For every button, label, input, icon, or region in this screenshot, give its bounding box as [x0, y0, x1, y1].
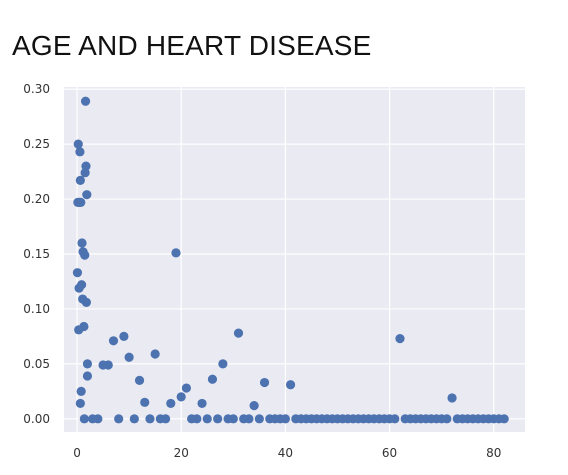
data-point	[75, 398, 85, 409]
x-tick-label: 0	[73, 446, 81, 460]
data-point	[76, 386, 86, 396]
data-point	[171, 248, 181, 258]
data-point	[103, 360, 113, 370]
data-point	[176, 392, 186, 402]
data-point	[129, 414, 139, 424]
data-point	[280, 414, 290, 424]
data-point	[93, 414, 103, 424]
data-point	[76, 197, 86, 207]
data-point	[160, 414, 171, 424]
data-point	[108, 336, 119, 346]
data-point	[80, 96, 91, 106]
data-point	[390, 414, 400, 424]
data-point	[395, 334, 405, 344]
data-point	[181, 383, 192, 393]
data-point	[249, 401, 259, 411]
data-point	[202, 414, 212, 424]
data-point	[75, 175, 85, 185]
data-point	[228, 414, 238, 424]
y-tick-label: 0.15	[23, 247, 50, 261]
data-point	[254, 414, 264, 424]
y-tick-label: 0.00	[23, 412, 50, 426]
data-point	[80, 168, 90, 178]
data-point	[114, 414, 124, 424]
x-tick-label: 80	[486, 446, 501, 460]
y-tick-label: 0.20	[23, 192, 50, 206]
data-point	[73, 139, 83, 149]
data-point	[499, 414, 509, 424]
chart-title: AGE AND HEART DISEASE	[12, 30, 372, 61]
data-points	[72, 96, 509, 424]
data-point	[134, 375, 145, 385]
data-point	[79, 414, 89, 424]
data-point	[218, 359, 228, 369]
data-point	[166, 398, 176, 409]
y-tick-label: 0.05	[23, 357, 50, 371]
data-point	[119, 331, 129, 342]
x-tick-label: 40	[278, 446, 293, 460]
data-point	[192, 414, 202, 424]
data-point	[447, 393, 457, 403]
data-point	[80, 250, 90, 260]
x-tick-label: 60	[382, 446, 397, 460]
y-tick-label: 0.10	[23, 302, 50, 316]
data-point	[213, 414, 223, 424]
data-point	[145, 414, 155, 424]
data-point	[82, 190, 92, 200]
data-point	[74, 283, 84, 293]
data-point	[259, 377, 270, 388]
data-point	[140, 397, 150, 407]
y-tick-label: 0.25	[23, 137, 50, 151]
data-point	[74, 325, 84, 335]
data-point	[150, 349, 160, 359]
data-point	[75, 147, 85, 157]
data-point	[82, 359, 93, 369]
data-point	[81, 297, 91, 307]
data-point	[77, 238, 87, 248]
data-point	[72, 268, 83, 278]
data-point	[207, 374, 218, 384]
data-point	[285, 380, 296, 390]
y-tick-label: 0.30	[23, 82, 50, 96]
y-axis-ticks: 0.00 0.05 0.10 0.15 0.20 0.25 0.30	[23, 82, 50, 426]
data-point	[197, 398, 207, 409]
x-axis-ticks: 0 20 40 60 80	[73, 446, 501, 460]
data-point	[244, 414, 254, 424]
data-point	[442, 414, 452, 424]
plot-background	[64, 87, 525, 432]
data-point	[233, 328, 244, 338]
data-point	[124, 352, 134, 362]
x-tick-label: 20	[174, 446, 189, 460]
data-point	[82, 371, 93, 381]
